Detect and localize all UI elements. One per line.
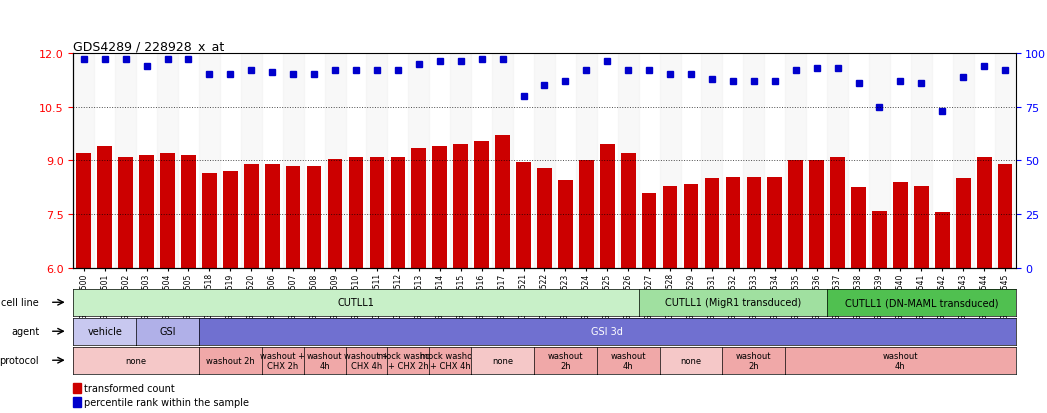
Text: none: none <box>492 356 513 365</box>
Text: washout +
CHX 2h: washout + CHX 2h <box>261 351 305 370</box>
Text: washout 2h: washout 2h <box>206 356 254 365</box>
Text: agent: agent <box>10 326 39 337</box>
Text: washout
2h: washout 2h <box>548 351 583 370</box>
Bar <box>684 184 698 268</box>
Text: washout
4h: washout 4h <box>610 351 646 370</box>
Bar <box>558 181 573 268</box>
Text: CUTLL1: CUTLL1 <box>337 297 375 308</box>
Bar <box>785 54 806 268</box>
Bar <box>73 383 82 393</box>
Bar <box>579 161 594 268</box>
Text: mock washout
+ CHX 4h: mock washout + CHX 4h <box>420 351 481 370</box>
Bar <box>977 157 992 268</box>
Bar <box>265 165 280 268</box>
Text: CUTLL1 (MigR1 transduced): CUTLL1 (MigR1 transduced) <box>665 297 801 308</box>
Text: none: none <box>126 356 147 365</box>
Text: GSI: GSI <box>159 326 176 337</box>
Bar <box>328 159 342 268</box>
Bar <box>618 54 639 268</box>
Bar <box>935 213 950 268</box>
Bar <box>872 211 887 268</box>
Bar <box>199 54 220 268</box>
Bar <box>325 54 346 268</box>
Text: percentile rank within the sample: percentile rank within the sample <box>84 398 249 408</box>
Bar <box>537 168 552 268</box>
Bar <box>349 157 363 268</box>
Bar <box>139 156 154 268</box>
Text: washout
4h: washout 4h <box>883 351 918 370</box>
Bar <box>534 54 555 268</box>
Bar <box>663 186 677 268</box>
Bar <box>642 193 656 268</box>
Text: washout
4h: washout 4h <box>307 351 342 370</box>
Bar <box>411 149 426 268</box>
Text: washout +
CHX 4h: washout + CHX 4h <box>344 351 388 370</box>
Bar <box>600 145 615 268</box>
Bar <box>827 54 848 268</box>
Bar <box>953 54 974 268</box>
Bar <box>869 54 890 268</box>
Bar <box>474 141 489 268</box>
Bar <box>223 172 238 268</box>
Bar <box>516 163 531 268</box>
Bar <box>366 54 387 268</box>
Bar <box>660 54 681 268</box>
Bar <box>621 154 636 268</box>
Text: transformed count: transformed count <box>84 383 175 393</box>
Bar <box>160 154 175 268</box>
Text: mock washout
+ CHX 2h: mock washout + CHX 2h <box>378 351 439 370</box>
Bar <box>76 154 91 268</box>
Text: GDS4289 / 228928_x_at: GDS4289 / 228928_x_at <box>73 40 224 52</box>
Bar <box>283 54 304 268</box>
Bar <box>391 157 405 268</box>
Bar <box>492 54 513 268</box>
Text: protocol: protocol <box>0 355 39 366</box>
Bar <box>705 179 719 268</box>
Bar <box>956 179 971 268</box>
Bar <box>202 173 217 268</box>
Bar <box>370 157 384 268</box>
Text: CUTLL1 (DN-MAML transduced): CUTLL1 (DN-MAML transduced) <box>845 297 998 308</box>
Bar <box>115 54 136 268</box>
Bar <box>995 54 1016 268</box>
Bar <box>788 161 803 268</box>
Bar <box>450 54 471 268</box>
Text: none: none <box>681 356 701 365</box>
Bar <box>432 147 447 268</box>
Bar <box>726 177 740 268</box>
Bar <box>747 177 761 268</box>
Bar <box>576 54 597 268</box>
Bar <box>97 147 112 268</box>
Bar <box>157 54 178 268</box>
Text: washout
2h: washout 2h <box>736 351 772 370</box>
Bar <box>701 54 722 268</box>
Bar <box>244 165 259 268</box>
Bar <box>830 157 845 268</box>
Bar <box>181 156 196 268</box>
Bar <box>851 188 866 268</box>
Text: cell line: cell line <box>1 297 39 308</box>
Bar <box>998 165 1012 268</box>
Bar <box>911 54 932 268</box>
Text: vehicle: vehicle <box>87 326 122 337</box>
Bar <box>914 186 929 268</box>
Bar <box>453 145 468 268</box>
Bar <box>286 166 300 268</box>
Bar <box>408 54 429 268</box>
Bar <box>73 397 82 407</box>
Bar <box>743 54 764 268</box>
Bar <box>893 183 908 268</box>
Text: GSI 3d: GSI 3d <box>592 326 623 337</box>
Bar <box>767 177 782 268</box>
Bar <box>307 166 321 268</box>
Bar <box>495 136 510 268</box>
Bar <box>241 54 262 268</box>
Bar <box>73 54 94 268</box>
Bar <box>118 157 133 268</box>
Bar <box>809 161 824 268</box>
